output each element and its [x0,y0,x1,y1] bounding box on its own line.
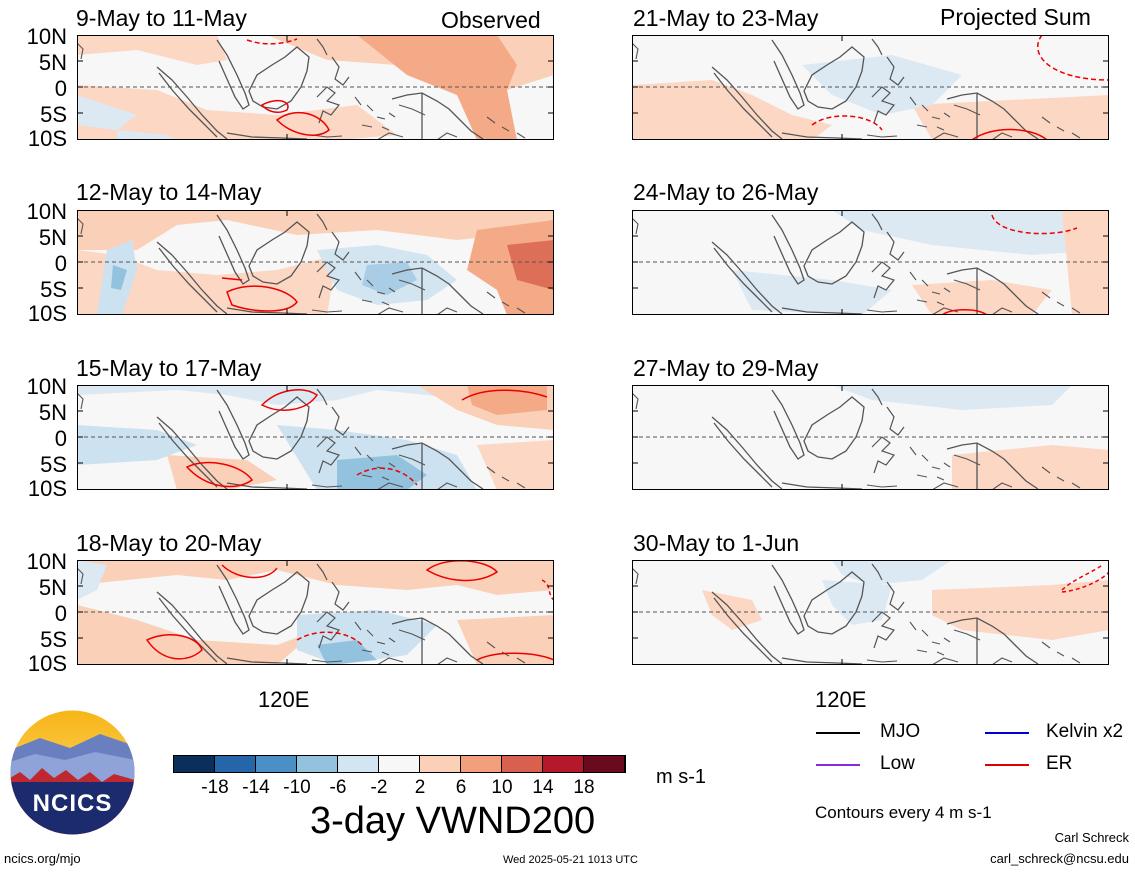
colorbar-tick-label: 10 [491,777,513,798]
panel-title: 24-May to 26-May [633,179,819,205]
lat-label: 5S [40,627,67,652]
colorbar-tick-label: 2 [414,777,426,798]
colorbar-tick-label: -10 [283,777,311,798]
map-panel-projected-3 [632,385,1109,490]
colorbar-cell [420,756,461,772]
colorbar-cell [215,756,256,772]
map-panel-projected-2 [632,210,1109,315]
lat-label: 5N [38,575,67,600]
colorbar-cell [174,756,215,772]
footer-url[interactable]: ncics.org/mjo [4,851,81,866]
lat-label: 5N [38,400,67,425]
colorbar [173,755,626,773]
colorbar-cell [502,756,543,772]
lat-label: 5N [38,225,67,250]
map-panel-projected-1 [632,35,1109,140]
lat-label: 0 [54,251,67,276]
logo-text: NCICS [32,790,113,817]
map-panel-observed-1 [77,35,554,140]
footer-timestamp: Wed 2025-05-21 1013 UTC [503,854,638,866]
map-panel-observed-4 [77,560,554,665]
legend-label: ER [1046,753,1073,774]
lat-label: 5S [40,102,67,127]
panel-title: 30-May to 1-Jun [633,530,800,556]
legend-label: Kelvin x2 [1046,721,1124,742]
colorbar-tick-label: -18 [201,777,229,798]
lat-label: 10S [27,651,67,676]
observed-label: Observed [441,7,541,33]
lon-label: 120E [815,687,867,712]
map-panel-observed-3 [77,385,554,490]
lat-label: 10N [26,549,67,574]
colorbar-cell [297,756,338,772]
colorbar-cell [256,756,297,772]
main-title: 3-day VWND200 [310,800,596,842]
lat-label: 10N [26,24,67,49]
panel-title: 9-May to 11-May [76,5,247,31]
colorbar-cell [543,756,584,772]
low-line [816,764,860,766]
colorbar-cell [461,756,502,772]
lat-label: 0 [54,426,67,451]
colorbar-cell [338,756,379,772]
panel-title: 15-May to 17-May [76,355,262,381]
lat-label: 10N [26,374,67,399]
lat-label: 10S [27,301,67,326]
mjo-line [816,732,860,734]
lat-label: 10N [26,199,67,224]
footer-email[interactable]: carl_schreck@ncsu.edu [990,851,1129,866]
colorbar-cell [584,756,625,772]
panel-title: 21-May to 23-May [633,5,819,31]
ncics-logo: NCICS [10,710,135,835]
colorbar-tick-label: -14 [242,777,270,798]
footer-author: Carl Schreck [1054,830,1129,845]
panel-title: 12-May to 14-May [76,179,262,205]
colorbar-units: m s-1 [656,766,706,788]
lat-label: 0 [54,601,67,626]
lat-label: 5S [40,277,67,302]
er-line [985,764,1029,766]
lat-label: 5N [38,50,67,75]
kelvin-line [985,732,1029,734]
colorbar-tick-label: 6 [455,777,467,798]
lat-label: 5S [40,452,67,477]
lat-label: 10S [27,476,67,501]
contour-note: Contours every 4 m s-1 [815,803,992,822]
panel-title: 18-May to 20-May [76,530,262,556]
colorbar-tick-label: 18 [573,777,595,798]
colorbar-tick-label: -6 [329,777,347,798]
colorbar-tick-label: 14 [532,777,554,798]
lat-label: 10S [27,126,67,151]
colorbar-tick-label: -2 [370,777,388,798]
colorbar-cell [379,756,420,772]
legend-label: MJO [880,721,921,742]
lat-label: 0 [54,76,67,101]
projected-sum-label: Projected Sum [940,4,1091,30]
lon-label: 120E [258,687,310,712]
panel-title: 27-May to 29-May [633,355,819,381]
map-panel-observed-2 [77,210,554,315]
legend-label: Low [880,753,915,774]
map-panel-projected-4 [632,560,1109,665]
